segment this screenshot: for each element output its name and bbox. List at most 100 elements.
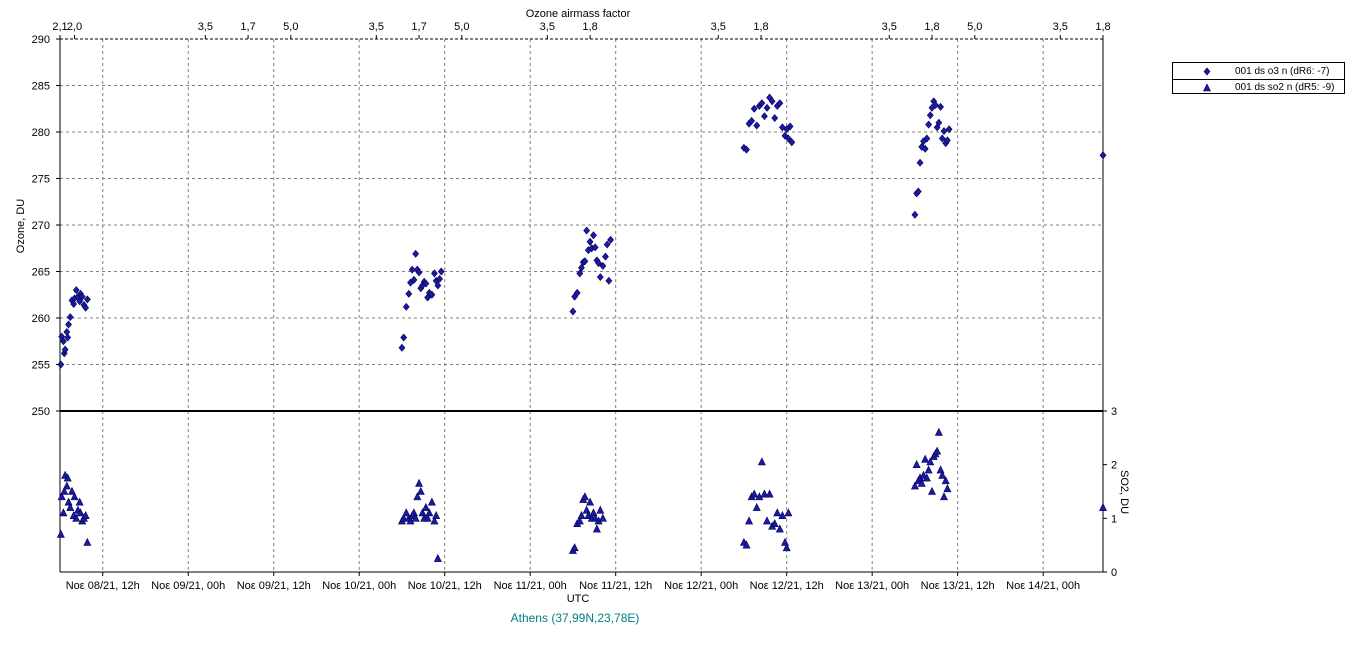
ozone-point [581, 257, 589, 266]
so2-point [75, 497, 84, 506]
so2-point [782, 543, 791, 552]
legend-label-so2: 001 ds so2 n (dR5: -9) [1235, 82, 1335, 93]
so2-point [413, 492, 422, 501]
ozone-point [771, 114, 779, 123]
ozone-series [57, 93, 1107, 369]
so2-point [778, 510, 787, 519]
so2-point [910, 481, 919, 490]
axes: 250 255 260 265 270 275 280 285 290 0 1 2 3 Νοε 08/21… [32, 21, 1117, 592]
ozone-point [945, 125, 953, 134]
so2-point [745, 516, 754, 525]
so2-point [402, 508, 411, 517]
so2-point [922, 473, 931, 482]
ozone-point [422, 279, 430, 288]
y-left-tick-label: 250 [32, 406, 50, 418]
ozone-point [607, 235, 614, 244]
so2-point [763, 516, 772, 525]
ozone-point [921, 144, 929, 153]
so2-point [423, 513, 432, 522]
x-tick-label: Νοε 08/21, 12h [66, 580, 140, 592]
so2-point [596, 505, 605, 514]
ozone-point [1099, 151, 1107, 160]
ozone-point [743, 145, 750, 154]
so2-point [760, 489, 769, 498]
ozone-point [603, 240, 611, 249]
so2-point [1099, 502, 1107, 511]
so2-point [784, 508, 793, 517]
so2-point [780, 537, 789, 546]
ozone-point [434, 281, 442, 290]
ozone-point [753, 121, 761, 130]
ozone-point [925, 120, 932, 129]
so2-point [742, 540, 751, 549]
ozone-point [768, 97, 776, 106]
so2-point [575, 516, 584, 525]
y-left-tick-label: 280 [32, 127, 50, 139]
so2-point [928, 486, 937, 495]
top-axis-tick-label: 3,5 [198, 21, 213, 33]
so2-point [63, 473, 72, 482]
ozone-point [916, 158, 924, 167]
ozone-point [573, 288, 581, 297]
ozone-point [784, 134, 792, 143]
y-left-tick-label: 255 [32, 360, 50, 372]
so2-point [415, 478, 424, 487]
ozone-point [776, 99, 784, 108]
ozone-point [60, 337, 67, 346]
so2-point [570, 543, 579, 552]
x-tick-label: Νοε 12/21, 12h [750, 580, 824, 592]
top-axis-tick-label: 3,5 [711, 21, 726, 33]
x-tick-label: Νοε 10/21, 00h [322, 580, 396, 592]
y-left-tick-label: 285 [32, 81, 50, 93]
so2-point [752, 502, 761, 511]
ozone-point [761, 112, 768, 121]
top-axis-tick-label: 3,5 [540, 21, 555, 33]
so2-point [577, 510, 586, 519]
top-axis-tick-label: 3,5 [882, 21, 897, 33]
so2-point [933, 446, 942, 455]
so2-point [926, 457, 935, 466]
ozone-point [779, 123, 786, 132]
legend-item-o3: 001 ds o3 n (dR6: -7) [1173, 64, 1344, 80]
ozone-point [596, 273, 604, 282]
ozone-point [412, 249, 420, 258]
ozone-point [398, 343, 406, 352]
top-axis-tick-label: 2,0 [67, 21, 82, 33]
so2-point [924, 465, 933, 474]
so2-point [60, 486, 69, 495]
ozone-point [578, 263, 585, 272]
top-axis-tick-label: 5,0 [454, 21, 469, 33]
ozone-point [944, 136, 951, 145]
x-tick-label: Νοε 11/21, 00h [494, 580, 567, 592]
so2-point [83, 537, 92, 546]
so2-point [921, 454, 930, 463]
y-right-tick-label: 0 [1111, 567, 1117, 579]
so2-point [56, 529, 65, 538]
so2-point [936, 465, 945, 474]
ozone-point [569, 307, 577, 316]
y-left-tick-label: 260 [32, 313, 50, 325]
ozone-point [923, 134, 931, 143]
ozone-point [926, 111, 934, 120]
so2-point [421, 502, 430, 511]
y-axis-left-label: Ozone, DU [15, 199, 27, 253]
so2-point [425, 508, 434, 517]
triangle-marker-icon [1203, 83, 1211, 92]
so2-point [416, 486, 425, 495]
top-axis-tick-label: 2,1 [52, 21, 67, 33]
so2-series [56, 427, 1107, 562]
ozone-point [937, 102, 944, 111]
ozone-point [583, 226, 591, 235]
top-axis-title: Ozone airmass factor [526, 8, 631, 20]
ozone-point [405, 289, 413, 298]
ozone-point [400, 333, 408, 342]
so2-point [939, 492, 948, 501]
y-left-tick-label: 265 [32, 267, 50, 279]
so2-point [411, 513, 420, 522]
so2-point [430, 516, 439, 525]
so2-point [67, 486, 76, 495]
ozone-point [599, 261, 607, 270]
ozone-point [938, 134, 946, 143]
so2-point [750, 489, 759, 498]
ozone-point [428, 290, 436, 299]
